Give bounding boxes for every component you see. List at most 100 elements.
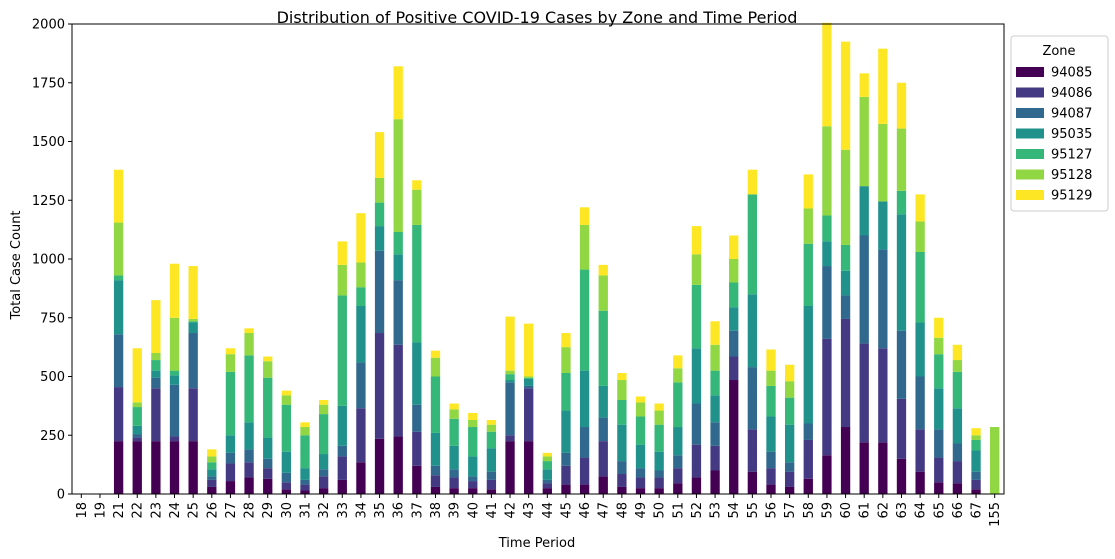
bar-segment-40-94086 [468,481,478,489]
bar-segment-47-95127 [598,310,608,386]
x-tick-label: 32 [317,502,332,519]
bar-segment-48-95127 [617,400,627,425]
bar-segment-26-94085 [207,486,217,494]
legend: Zone 94085 94086 94087 95035 95127 95128 95129 [1010,35,1109,212]
bar-segment-51-94087 [673,455,683,469]
bar-segment-30-95127 [281,404,292,452]
bar-segment-53-94085 [710,470,720,494]
bar-segment-45-94085 [561,484,571,494]
bar-segment-31-95129 [300,422,310,428]
bar-segment-53-94086 [710,445,720,471]
bar-segment-51-95127 [673,382,683,428]
bar-segment-38-95128 [430,357,441,377]
bar-segment-63-94085 [896,458,907,494]
bar-segment-35-95129 [374,132,385,178]
bar-segment-28-94086 [244,462,254,478]
bar-segment-26-95129 [207,449,217,457]
bar-segment-35-94087 [374,250,385,334]
bar-segment-58-95127 [803,243,813,306]
bar-segment-28-95127 [244,355,254,423]
bar-segment-37-95128 [412,189,422,225]
bar-segment-39-94087 [449,469,459,478]
bar-segment-34-94087 [356,362,366,409]
bar-segment-54-95127 [729,282,739,308]
bar-segment-23-95127 [151,360,161,371]
bar-segment-51-94085 [673,483,683,494]
bar-segment-40-95129 [468,412,478,420]
bar-segment-32-95128 [318,404,329,415]
legend-label-95129: 95129 [1051,189,1092,204]
bar-segment-52-94086 [691,444,702,478]
bar-segment-46-95127 [579,269,590,371]
bar-segment-39-95127 [449,418,459,446]
bar-segment-64-94085 [915,471,925,494]
bar-segment-47-94085 [598,476,608,495]
bar-segment-59-95035 [822,241,832,267]
x-tick-label: 33 [336,502,351,519]
bar-segment-58-95129 [803,174,813,209]
bar-segment-27-95035 [225,435,236,453]
bar-segment-63-95128 [896,128,907,191]
y-tick-label: 250 [40,429,65,444]
bar-segment-38-95127 [430,376,441,433]
bar-segment-63-94086 [896,398,907,459]
bar-segment-36-94086 [393,344,403,437]
legend-label-95035: 95035 [1051,127,1092,142]
bar-segment-45-95127 [561,372,571,411]
bar-segment-42-94087 [505,382,515,436]
bar-segment-50-94086 [654,477,664,489]
bar-segment-51-95035 [673,427,683,456]
bar-segment-52-95128 [691,254,702,285]
bar-segment-46-94085 [579,484,590,494]
bar-segment-43-95129 [524,323,534,377]
bar-segment-26-94086 [207,479,217,487]
bar-segment-38-94087 [430,465,441,476]
bar-segment-49-95035 [635,444,646,469]
bar-segment-55-94087 [747,367,758,430]
x-tick-label: 51 [671,502,686,519]
legend-label-95128: 95128 [1051,168,1092,183]
x-tick-label: 65 [932,502,947,519]
bar-segment-22-94086 [132,437,142,442]
bar-segment-21-94085 [113,441,124,495]
bar-segment-61-95129 [859,73,869,97]
bar-segment-25-94086 [188,388,198,442]
bar-segment-21-95035 [113,280,124,335]
bar-segment-46-95129 [579,207,590,225]
bar-segment-40-95035 [468,456,478,477]
bar-segment-46-95128 [579,224,590,270]
bar-segment-52-95035 [691,348,702,404]
bar-segment-30-95128 [281,395,292,405]
x-tick-label: 42 [504,502,519,519]
bar-segment-58-95035 [803,306,813,424]
bar-segment-54-94085 [729,380,739,494]
bar-segment-32-95129 [318,400,329,405]
bar-segment-65-95129 [934,317,944,338]
bar-segment-23-95035 [151,370,161,378]
x-tick-label: 25 [187,502,202,519]
bar-segment-45-95035 [561,410,571,453]
bar-segment-50-95128 [654,410,664,425]
bar-segment-53-95035 [710,395,720,423]
bar-segment-31-95035 [300,468,310,480]
bar-segment-57-95128 [784,381,795,398]
bar-segment-56-95035 [766,416,776,452]
bar-segment-25-94087 [188,333,198,389]
bar-segment-22-94085 [132,441,142,495]
x-tick-label: 66 [951,502,966,519]
bar-segment-36-95127 [393,231,403,255]
bar-segment-30-94086 [281,482,292,490]
bar-segment-24-94086 [169,436,180,442]
legend-swatch-95128 [1016,169,1044,180]
bar-segment-59-95128 [822,126,832,216]
bar-segment-48-94086 [617,474,627,487]
bar-segment-66-94087 [952,443,963,462]
legend-title: Zone [1042,44,1075,59]
bar-segment-62-94087 [878,249,888,349]
bar-segment-55-95035 [747,294,758,368]
legend-swatch-94087 [1016,108,1044,118]
x-tick-label: 26 [205,502,220,519]
bar-segment-37-94085 [412,465,422,494]
bar-segment-32-94087 [318,469,329,477]
plot-frame [71,23,1005,495]
